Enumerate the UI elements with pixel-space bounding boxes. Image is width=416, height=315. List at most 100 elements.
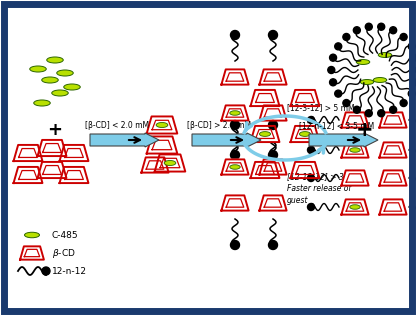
FancyArrow shape — [90, 133, 159, 147]
Polygon shape — [37, 162, 67, 178]
Circle shape — [400, 100, 407, 106]
Circle shape — [335, 43, 342, 50]
Polygon shape — [379, 170, 406, 186]
Circle shape — [230, 31, 240, 39]
Ellipse shape — [52, 90, 68, 96]
Polygon shape — [14, 167, 42, 183]
Text: C-485: C-485 — [52, 231, 79, 239]
Text: [β-CD] < 2.0 mM: [β-CD] < 2.0 mM — [85, 122, 150, 130]
Circle shape — [307, 146, 314, 153]
Text: +: + — [47, 121, 62, 139]
Circle shape — [353, 106, 360, 113]
Circle shape — [414, 54, 416, 61]
Ellipse shape — [350, 205, 360, 209]
Polygon shape — [290, 162, 319, 178]
Ellipse shape — [64, 84, 80, 90]
Circle shape — [230, 151, 240, 159]
Ellipse shape — [360, 79, 374, 84]
Text: $\beta$-CD: $\beta$-CD — [52, 247, 76, 260]
Polygon shape — [260, 106, 287, 121]
Ellipse shape — [373, 77, 387, 83]
FancyArrow shape — [192, 133, 261, 147]
Polygon shape — [141, 158, 168, 173]
Circle shape — [268, 121, 277, 129]
Polygon shape — [260, 69, 287, 85]
Text: +: + — [356, 120, 374, 140]
Circle shape — [329, 54, 337, 61]
Ellipse shape — [57, 70, 73, 76]
Circle shape — [42, 267, 50, 275]
Circle shape — [415, 66, 416, 73]
Circle shape — [230, 240, 240, 249]
Polygon shape — [250, 162, 280, 178]
Polygon shape — [342, 170, 369, 186]
Polygon shape — [290, 126, 319, 142]
Circle shape — [328, 66, 335, 73]
Text: [β-CD] > 2.0 mM: [β-CD] > 2.0 mM — [188, 122, 252, 130]
Polygon shape — [260, 195, 287, 211]
Polygon shape — [221, 106, 249, 121]
Polygon shape — [37, 140, 67, 156]
Polygon shape — [221, 159, 249, 175]
Ellipse shape — [300, 132, 310, 136]
Ellipse shape — [350, 148, 360, 152]
Text: [12-12-12] > 3 mM
Faster release of
guest: [12-12-12] > 3 mM Faster release of gues… — [287, 172, 360, 205]
Circle shape — [408, 43, 415, 50]
Polygon shape — [59, 167, 89, 183]
Polygon shape — [290, 90, 319, 106]
Text: [12-n-12] < 3-5 mM: [12-n-12] < 3-5 mM — [299, 122, 374, 130]
Circle shape — [390, 106, 396, 113]
Ellipse shape — [156, 123, 168, 128]
Circle shape — [365, 110, 372, 117]
Polygon shape — [59, 145, 89, 161]
Text: 12-n-12: 12-n-12 — [52, 266, 87, 276]
Circle shape — [353, 27, 360, 34]
Circle shape — [365, 23, 372, 30]
Polygon shape — [14, 145, 42, 161]
Polygon shape — [20, 246, 44, 260]
Polygon shape — [379, 142, 406, 158]
Ellipse shape — [30, 66, 46, 72]
Polygon shape — [342, 199, 369, 215]
Ellipse shape — [34, 100, 50, 106]
Circle shape — [307, 175, 314, 181]
Circle shape — [268, 240, 277, 249]
Ellipse shape — [356, 60, 370, 65]
Polygon shape — [155, 154, 185, 172]
Circle shape — [329, 79, 337, 86]
Circle shape — [335, 90, 342, 97]
Circle shape — [343, 100, 350, 106]
Circle shape — [378, 110, 385, 117]
Polygon shape — [147, 117, 177, 134]
Circle shape — [390, 27, 396, 34]
Polygon shape — [147, 136, 177, 153]
Ellipse shape — [164, 160, 176, 165]
Ellipse shape — [25, 232, 40, 238]
Circle shape — [378, 23, 385, 30]
Ellipse shape — [47, 57, 63, 63]
Ellipse shape — [230, 165, 240, 169]
Ellipse shape — [230, 111, 240, 115]
Polygon shape — [260, 159, 287, 175]
Polygon shape — [221, 69, 249, 85]
Circle shape — [268, 31, 277, 39]
FancyArrow shape — [309, 133, 378, 147]
Circle shape — [268, 151, 277, 159]
Circle shape — [408, 90, 415, 97]
Polygon shape — [379, 112, 406, 128]
Circle shape — [230, 121, 240, 129]
Polygon shape — [221, 195, 249, 211]
Circle shape — [343, 33, 350, 40]
Circle shape — [307, 117, 314, 123]
Circle shape — [414, 79, 416, 86]
Polygon shape — [379, 199, 406, 215]
Polygon shape — [342, 142, 369, 158]
Ellipse shape — [42, 77, 58, 83]
Polygon shape — [250, 126, 280, 142]
Polygon shape — [250, 90, 280, 106]
Circle shape — [400, 33, 407, 40]
Ellipse shape — [378, 53, 392, 57]
Circle shape — [307, 203, 314, 210]
Ellipse shape — [260, 132, 270, 136]
Text: [12-3-12] > 5 mM: [12-3-12] > 5 mM — [287, 104, 354, 112]
